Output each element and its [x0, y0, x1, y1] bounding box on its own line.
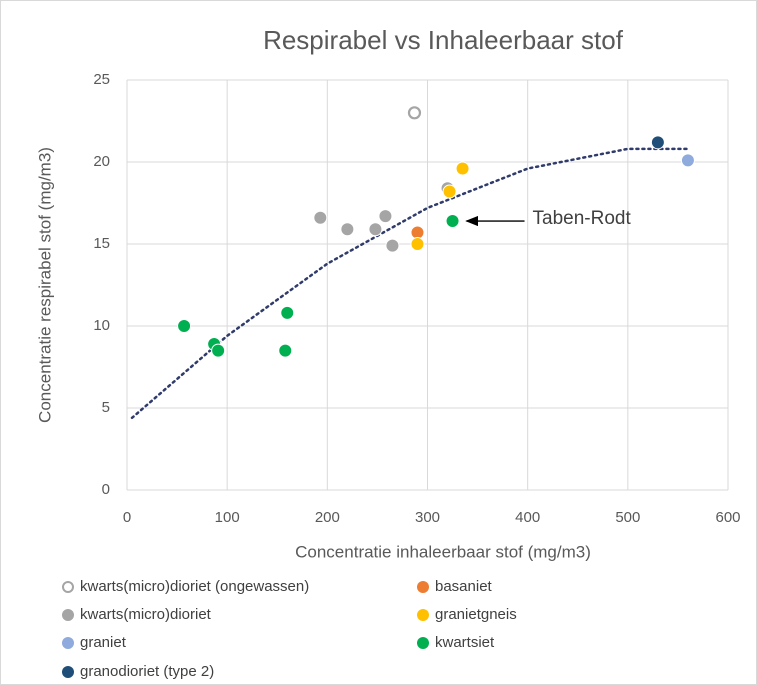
legend-marker	[62, 637, 74, 649]
data-point	[340, 222, 355, 237]
y-tick-label: 25	[93, 71, 110, 88]
data-point	[442, 184, 457, 199]
legend-marker	[417, 581, 429, 593]
legend-marker	[62, 666, 74, 678]
x-tick-label: 600	[715, 509, 740, 526]
y-tick-label: 15	[93, 235, 110, 252]
legend-label: granodioriet (type 2)	[80, 663, 214, 680]
y-tick-label: 20	[93, 153, 110, 170]
legend-marker	[62, 581, 74, 593]
data-point	[407, 106, 422, 120]
data-point	[280, 305, 295, 320]
y-tick-label: 5	[102, 399, 110, 416]
legend-label: basaniet	[435, 578, 493, 595]
x-tick-label: 200	[315, 509, 340, 526]
data-point	[680, 153, 695, 168]
data-point	[313, 210, 328, 225]
legend-label: granietgneis	[435, 606, 517, 623]
trendline	[130, 147, 690, 420]
y-tick-label: 0	[102, 481, 110, 498]
data-point	[650, 135, 665, 150]
data-point	[385, 238, 400, 253]
data-point	[378, 209, 393, 224]
y-axis-title: Concentratie respirabel stof (mg/m3)	[35, 147, 54, 423]
chart-title: Respirabel vs Inhaleerbaar stof	[263, 25, 624, 55]
annotation-text: Taben-Rodt	[533, 208, 632, 229]
x-tick-label: 500	[615, 509, 640, 526]
data-point	[410, 237, 425, 251]
x-axis-title: Concentratie inhaleerbaar stof (mg/m3)	[295, 542, 591, 561]
x-tick-label: 400	[515, 509, 540, 526]
legend-label: kwartsiet	[435, 634, 495, 651]
legend-marker	[62, 609, 74, 621]
y-tick-label: 10	[93, 317, 110, 334]
legend-label: graniet	[80, 634, 127, 651]
legend-label: kwarts(micro)dioriet	[80, 606, 212, 623]
data-point	[455, 161, 470, 176]
data-point	[278, 343, 293, 358]
data-point	[211, 343, 226, 358]
data-point	[445, 214, 460, 229]
legend-label: kwarts(micro)dioriet (ongewassen)	[80, 578, 309, 595]
x-tick-label: 300	[415, 509, 440, 526]
x-tick-label: 100	[215, 509, 240, 526]
legend-marker	[417, 609, 429, 621]
data-point	[177, 319, 192, 333]
data-point	[368, 222, 383, 237]
legend-marker	[417, 637, 429, 649]
x-tick-label: 0	[123, 509, 131, 526]
